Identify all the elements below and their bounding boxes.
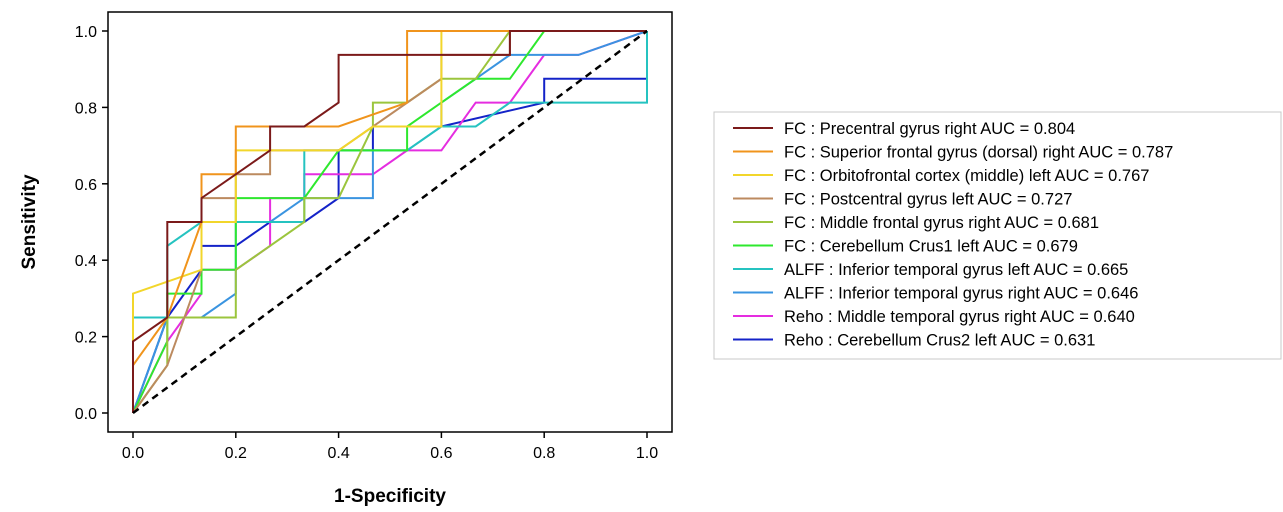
series-line-5	[132, 30, 647, 414]
plot-area	[132, 29, 648, 415]
legend-label-2: FC : Superior frontal gyrus (dorsal) rig…	[784, 144, 1173, 162]
series-line-1	[132, 30, 647, 413]
legend-label-9: Reho : Middle temporal gyrus right AUC =…	[784, 308, 1135, 326]
x-tick-label: 1.0	[636, 445, 658, 462]
legend-label-3: FC : Orbitofrontal cortex (middle) left …	[784, 167, 1149, 185]
series-line-8	[132, 30, 648, 414]
legend-label-4: FC : Postcentral gyrus left AUC = 0.727	[784, 191, 1072, 209]
x-axis-title: 1-Specificity	[334, 486, 446, 507]
legend-label-10: Reho : Cerebellum Crus2 left AUC = 0.631	[784, 332, 1095, 350]
x-tick-label: 0.0	[122, 445, 144, 462]
axes: 0.0 0.2 0.4 0.6 0.8 1.0 0.0 0.2 0.4 0.6 0.8 1.0	[75, 11, 673, 462]
y-tick-label: 0.0	[75, 406, 97, 423]
series-line-2	[132, 30, 647, 413]
y-tick-label: 0.8	[75, 100, 97, 117]
y-tick-label: 0.4	[75, 253, 97, 270]
legend-label-7: ALFF : Inferior temporal gyrus left AUC …	[784, 261, 1128, 279]
legend: FC : Precentral gyrus right AUC = 0.804 F…	[713, 111, 1282, 360]
x-tick-label: 0.2	[225, 445, 247, 462]
y-axis-title: Sensitivity	[19, 174, 40, 269]
y-tick-label: 0.6	[75, 177, 97, 194]
chance-diagonal-line	[132, 29, 648, 415]
legend-label-1: FC : Precentral gyrus right AUC = 0.804	[784, 120, 1075, 138]
y-tick-label: 0.2	[75, 330, 97, 347]
x-tick-label: 0.6	[430, 445, 452, 462]
legend-label-8: ALFF : Inferior temporal gyrus right AUC…	[784, 285, 1138, 303]
x-tick-label: 0.8	[533, 445, 555, 462]
x-tick-label: 0.4	[327, 445, 349, 462]
legend-label-6: FC : Cerebellum Crus1 left AUC = 0.679	[784, 238, 1078, 256]
plot-frame	[107, 11, 673, 433]
legend-frame	[713, 111, 1282, 360]
y-tick-label: 1.0	[75, 24, 97, 41]
legend-label-5: FC : Middle frontal gyrus right AUC = 0.…	[784, 214, 1099, 232]
